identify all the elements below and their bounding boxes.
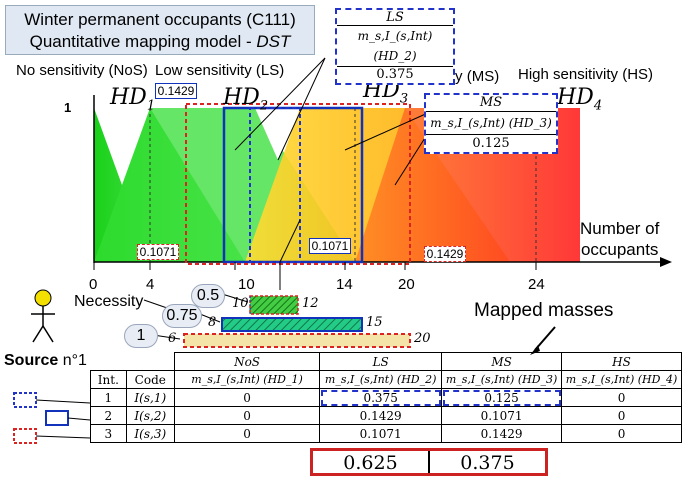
ls-info-box: LS m_s,I_(s,Int) (HD_2) 0.375 bbox=[335, 8, 455, 85]
tick-0: 0 bbox=[89, 276, 98, 293]
totals-box: 0.625 0.375 bbox=[310, 448, 548, 476]
legend-interval-2 bbox=[45, 410, 69, 426]
tick-14: 14 bbox=[336, 276, 353, 293]
table-row: 2 I(s,2) 0 0.1429 0.1071 0 bbox=[90, 406, 682, 425]
hd2-label: HD2 bbox=[223, 85, 269, 114]
category-nos: No sensitivity (NoS) bbox=[16, 62, 148, 79]
total-ms: 0.375 bbox=[460, 452, 515, 474]
necessity-pill-075: 0.75 bbox=[162, 304, 202, 328]
total-ls: 0.625 bbox=[313, 451, 430, 474]
x-axis-arrow bbox=[660, 257, 672, 267]
ms-info-box: MS m_s,I_(s,Int) (HD_3) 0.125 bbox=[424, 93, 558, 154]
necessity-label: Necessity bbox=[74, 293, 144, 310]
necessity-bar-075 bbox=[221, 317, 363, 332]
title-line2-em: DST bbox=[256, 32, 291, 51]
table-row: 1 I(s,1) 0 0.375 0.125 0 bbox=[90, 388, 682, 407]
ms-box-value: 0.125 bbox=[472, 136, 510, 151]
ms-box-title: MS bbox=[426, 95, 556, 112]
bar-label-20: 20 bbox=[414, 331, 431, 346]
legend-interval-1 bbox=[13, 392, 37, 408]
x-axis-title: Number of occupants bbox=[580, 219, 660, 259]
title-line2: Quantitative mapping model - DST bbox=[6, 31, 314, 53]
bar-label-6: 6 bbox=[168, 331, 177, 346]
title-box: Winter permanent occupants (C111) Quanti… bbox=[5, 5, 315, 55]
tick-24: 24 bbox=[528, 276, 545, 293]
interval-3-rect bbox=[185, 103, 411, 265]
category-hs: High sensitivity (HS) bbox=[518, 66, 654, 83]
y-axis-one: 1 bbox=[64, 100, 72, 115]
mapped-masses-label: Mapped masses bbox=[474, 300, 614, 321]
mapped-masses-table: NoS LS MS HS Int. Code m_s,I_(s,Int) (HD… bbox=[90, 352, 682, 443]
value-low-right: 0.1429 bbox=[424, 246, 466, 262]
source-person-head bbox=[34, 289, 52, 307]
necessity-bar-05 bbox=[249, 295, 299, 315]
bar-label-8: 8 bbox=[208, 315, 217, 330]
ls-box-value: 0.375 bbox=[376, 67, 414, 82]
bar-label-12: 12 bbox=[302, 296, 319, 311]
interval-1-rect bbox=[249, 107, 301, 263]
necessity-pill-1: 1 bbox=[124, 324, 158, 348]
white-tri-1 bbox=[94, 108, 150, 185]
white-tri-2 bbox=[255, 108, 300, 160]
tick-10: 10 bbox=[238, 276, 255, 293]
ls-box-title: LS bbox=[337, 10, 453, 26]
hd4-label: HD4 bbox=[557, 85, 603, 114]
table-header-row-2: Int. Code m_s,I_(s,Int) (HD_1) m_s,I_(s,… bbox=[90, 370, 682, 389]
value-low-left: 0.1071 bbox=[137, 244, 179, 260]
ms-box-formula: m_s,I_(s,Int) (HD_3) bbox=[426, 112, 556, 135]
value-top-left: 0.1429 bbox=[155, 83, 197, 99]
table-row: 3 I(s,3) 0 0.1071 0.1429 0 bbox=[90, 424, 682, 443]
hd1-label: HD1 bbox=[110, 85, 156, 114]
title-line2-prefix: Quantitative mapping model - bbox=[29, 32, 257, 51]
necessity-bar-1 bbox=[183, 333, 411, 348]
bar-label-10: 10 bbox=[232, 296, 249, 311]
table-header-row-1: NoS LS MS HS bbox=[91, 352, 682, 371]
bar-label-15: 15 bbox=[366, 315, 383, 330]
source-label: Source n°1 bbox=[4, 352, 87, 369]
necessity-pill-05: 0.5 bbox=[191, 284, 225, 308]
title-line1: Winter permanent occupants (C111) bbox=[24, 10, 296, 29]
value-low-mid: 0.1071 bbox=[309, 238, 351, 254]
ls-box-formula: m_s,I_(s,Int) (HD_2) bbox=[337, 26, 453, 67]
tick-4: 4 bbox=[146, 276, 155, 293]
tick-20: 20 bbox=[398, 276, 415, 293]
legend-interval-3 bbox=[13, 428, 37, 444]
category-ls: Low sensitivity (LS) bbox=[155, 62, 285, 79]
